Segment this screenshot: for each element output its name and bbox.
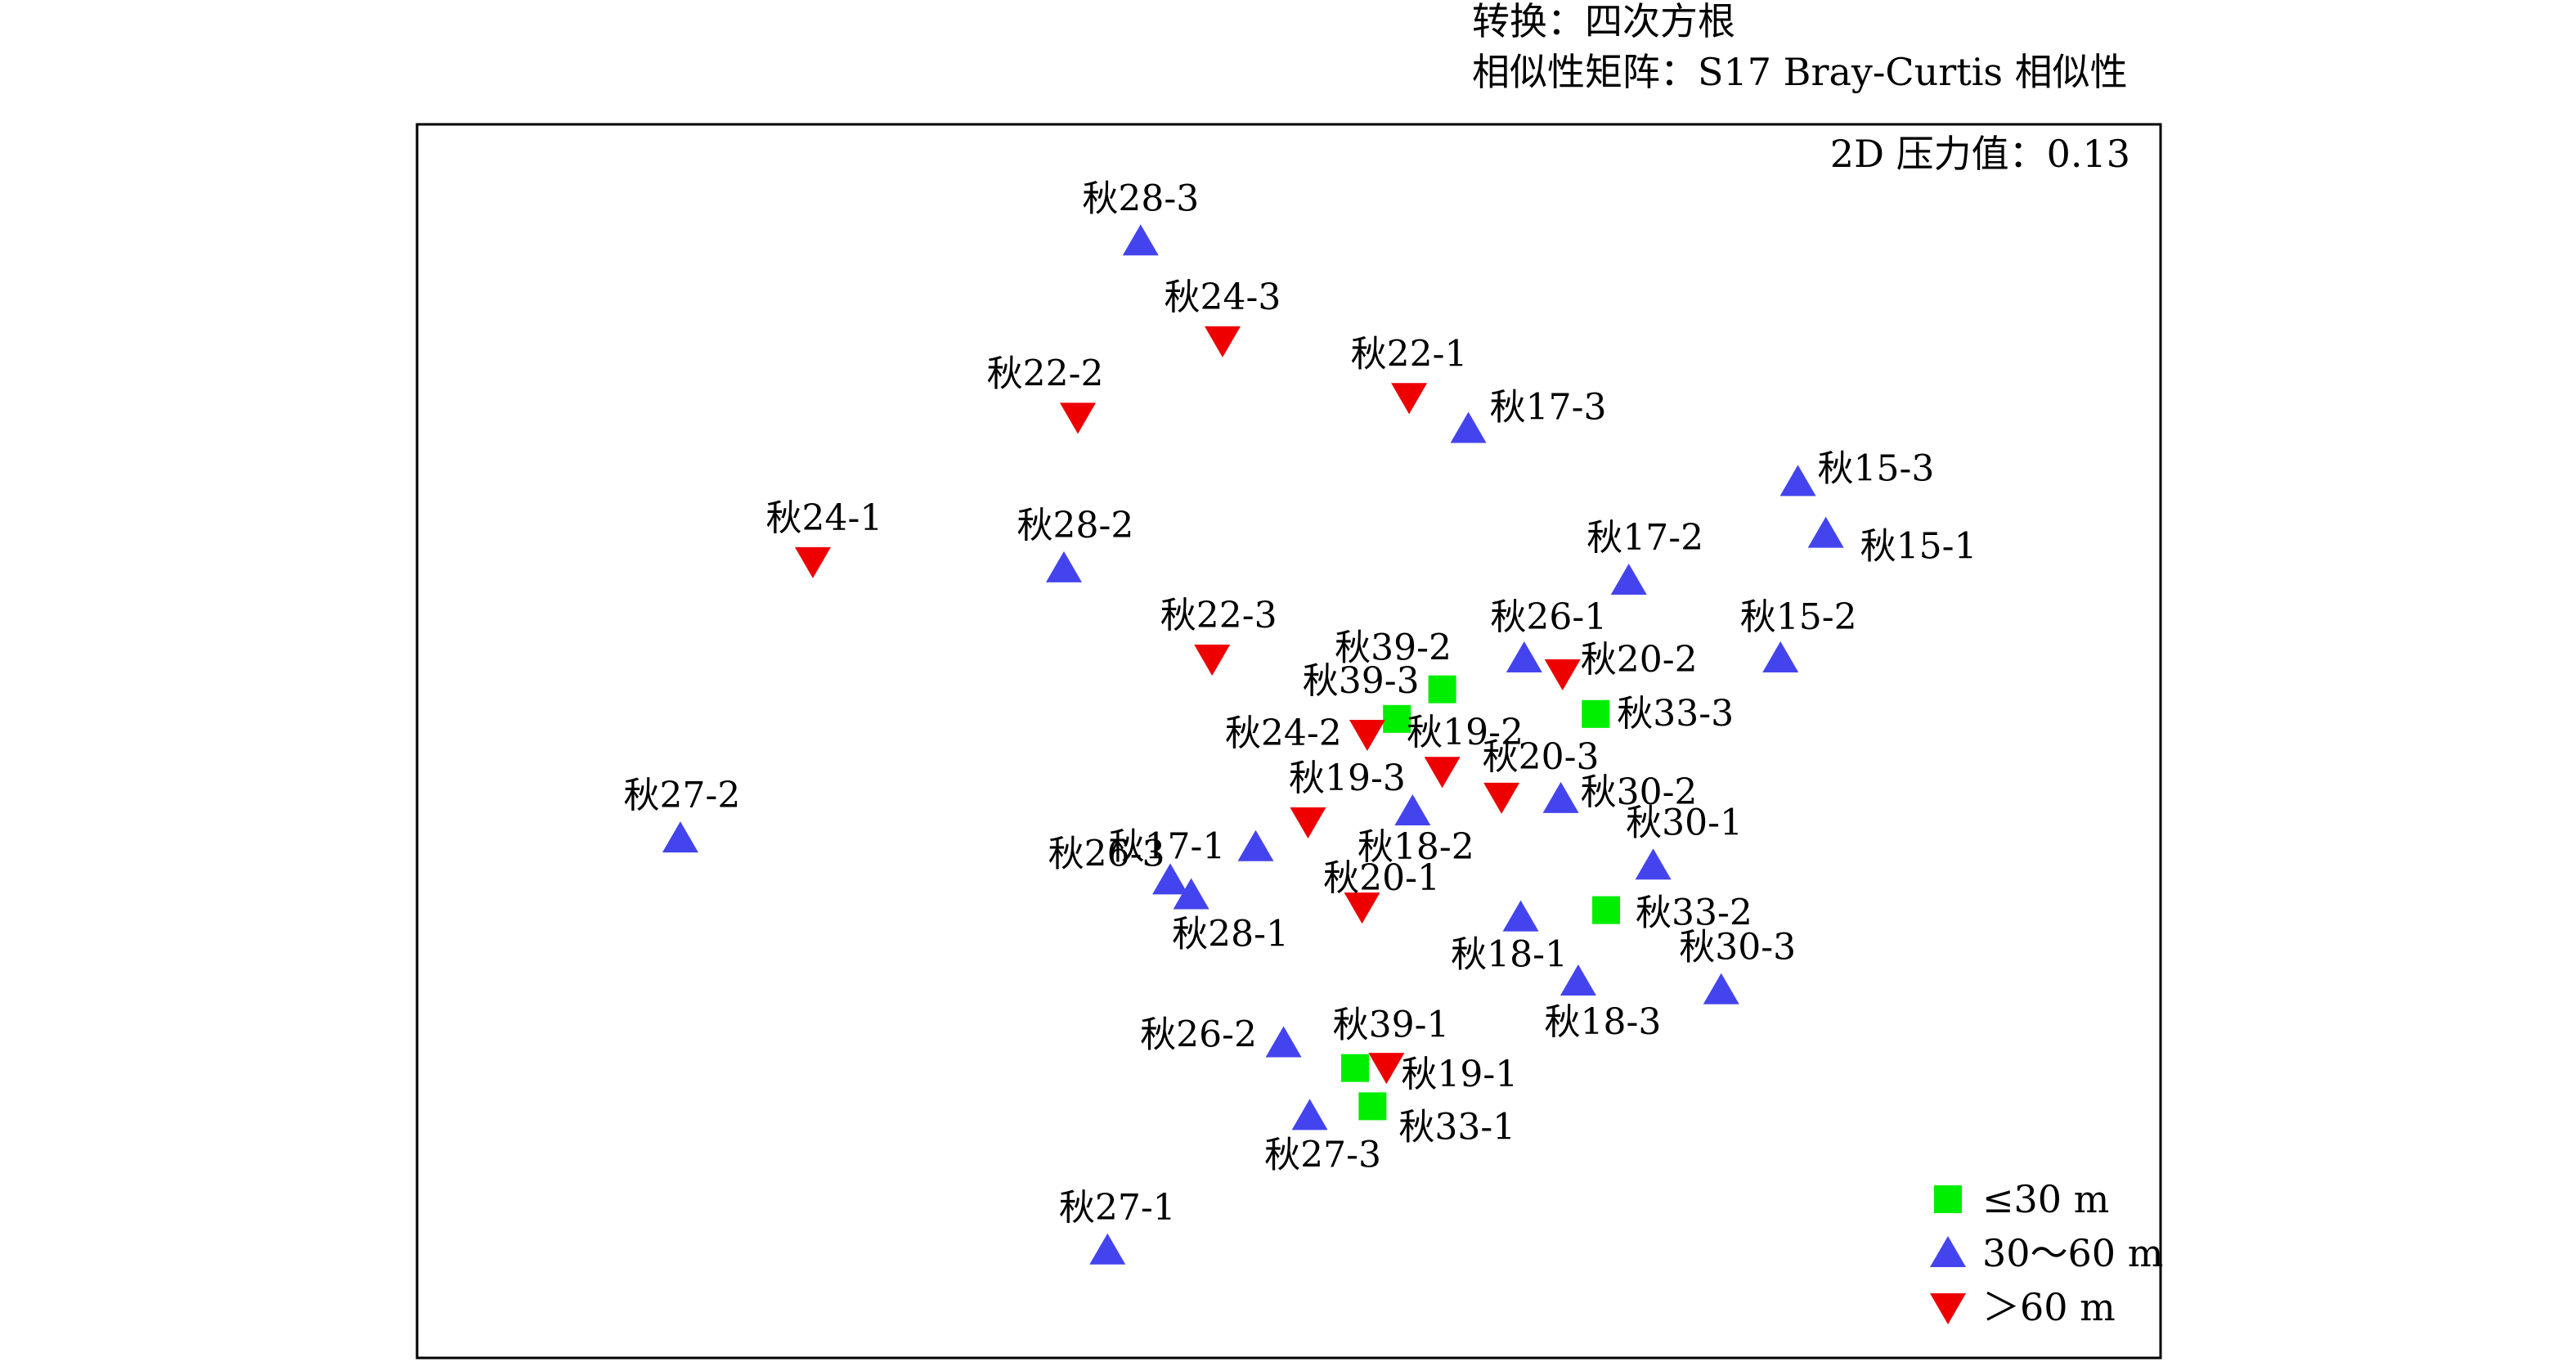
data-point-deep bbox=[1391, 383, 1428, 415]
point-label: 秋33-3 bbox=[1617, 693, 1734, 735]
point-label: 秋30-1 bbox=[1626, 802, 1743, 843]
data-point-mid bbox=[1122, 224, 1159, 256]
data-point-mid bbox=[1045, 551, 1082, 582]
point-label: 秋27-1 bbox=[1059, 1187, 1176, 1229]
data-point-shallow bbox=[1358, 1092, 1387, 1121]
point-label: 秋17-2 bbox=[1586, 517, 1703, 559]
legend-marker-mid bbox=[1930, 1236, 1966, 1267]
data-point-mid bbox=[1762, 641, 1799, 672]
point-label: 秋33-1 bbox=[1398, 1106, 1515, 1148]
point-label: 秋22-2 bbox=[987, 353, 1104, 394]
point-label: 秋39-3 bbox=[1303, 660, 1420, 702]
legend: ≤30 m 30～60 m ＞60 m bbox=[1930, 1177, 2163, 1329]
data-point-shallow bbox=[1341, 1054, 1370, 1082]
point-label: 秋39-2 bbox=[1335, 627, 1452, 669]
point-label: 秋27-3 bbox=[1264, 1134, 1381, 1175]
data-point-mid bbox=[1152, 863, 1189, 895]
point-label: 秋28-3 bbox=[1082, 178, 1199, 219]
data-point-mid bbox=[1089, 1233, 1126, 1265]
data-point-deep bbox=[1204, 326, 1241, 357]
data-point-mid bbox=[1394, 793, 1431, 825]
point-label: 秋19-1 bbox=[1401, 1054, 1518, 1095]
data-point-deep bbox=[1344, 892, 1380, 924]
point-label: 秋19-3 bbox=[1289, 757, 1406, 799]
point-label: 秋28-2 bbox=[1017, 505, 1134, 546]
point-label: 秋26-3 bbox=[1048, 833, 1165, 874]
point-label: 秋20-2 bbox=[1581, 639, 1698, 681]
point-label: 秋15-3 bbox=[1818, 447, 1935, 489]
point-label: 秋15-2 bbox=[1740, 596, 1857, 638]
data-point-shallow bbox=[1592, 896, 1621, 924]
data-point-mid bbox=[1265, 1026, 1302, 1058]
point-label: 秋20-3 bbox=[1483, 736, 1600, 778]
legend-marker-shallow bbox=[1934, 1185, 1962, 1213]
points-layer bbox=[662, 224, 1844, 1265]
point-labels-layer: 秋28-3 秋24-3 秋22-2 秋22-1 秋17-3 秋15-3 秋15-1 秋24-1… bbox=[624, 178, 1977, 1229]
point-label: 秋15-1 bbox=[1860, 526, 1977, 568]
data-point-deep bbox=[794, 546, 831, 578]
data-point-deep bbox=[1290, 807, 1326, 839]
transform-note: 转换：四次方根 bbox=[1472, 0, 1735, 43]
plot-frame bbox=[415, 123, 2162, 1360]
data-point-mid bbox=[1506, 641, 1542, 672]
data-point-mid bbox=[1635, 848, 1672, 880]
point-label: 秋17-1 bbox=[1108, 826, 1225, 868]
legend-label: ＞60 m bbox=[1982, 1285, 2116, 1329]
point-label: 秋24-3 bbox=[1165, 276, 1281, 318]
data-point-deep bbox=[1349, 719, 1385, 751]
point-label: 秋30-3 bbox=[1679, 927, 1796, 969]
data-point-mid bbox=[1450, 411, 1487, 443]
legend-marker-deep bbox=[1930, 1293, 1966, 1324]
point-label: 秋33-2 bbox=[1636, 892, 1752, 934]
data-point-deep bbox=[1060, 402, 1097, 434]
point-label: 秋28-1 bbox=[1172, 914, 1289, 955]
data-point-mid bbox=[1807, 516, 1844, 548]
data-point-shallow bbox=[1582, 699, 1610, 728]
point-label: 秋39-1 bbox=[1333, 1005, 1450, 1046]
data-point-mid bbox=[1560, 964, 1596, 996]
data-point-mid bbox=[1610, 563, 1647, 595]
data-point-shallow bbox=[1383, 704, 1411, 733]
point-label: 秋24-1 bbox=[766, 497, 883, 539]
point-label: 秋22-3 bbox=[1160, 595, 1277, 636]
data-point-mid bbox=[1703, 973, 1739, 1005]
data-point-mid bbox=[1237, 829, 1274, 861]
point-label: 秋18-2 bbox=[1358, 826, 1474, 868]
data-point-shallow bbox=[1428, 675, 1456, 703]
point-label: 秋18-3 bbox=[1544, 1001, 1661, 1043]
data-point-deep bbox=[1368, 1053, 1405, 1085]
data-point-deep bbox=[1544, 659, 1581, 691]
point-label: 秋20-1 bbox=[1323, 857, 1440, 899]
resemblance-note: 相似性矩阵：S17 Bray-Curtis 相似性 bbox=[1472, 50, 2128, 94]
legend-label: ≤30 m bbox=[1982, 1177, 2109, 1221]
point-label: 秋19-2 bbox=[1407, 712, 1524, 753]
stress-value: 2D 压力值：0.13 bbox=[1830, 132, 2130, 176]
legend-label: 30～60 m bbox=[1982, 1231, 2163, 1275]
point-label: 秋18-1 bbox=[1451, 934, 1568, 976]
point-label: 秋24-2 bbox=[1225, 712, 1342, 754]
point-label: 秋22-1 bbox=[1351, 333, 1468, 375]
data-point-mid bbox=[1173, 878, 1209, 910]
point-label: 秋26-1 bbox=[1490, 596, 1607, 638]
data-point-mid bbox=[1291, 1099, 1328, 1131]
data-point-deep bbox=[1424, 757, 1461, 789]
point-label: 秋30-2 bbox=[1581, 771, 1698, 813]
point-label: 秋26-2 bbox=[1140, 1014, 1257, 1055]
data-point-deep bbox=[1483, 782, 1520, 814]
point-label: 秋27-2 bbox=[624, 775, 741, 816]
data-point-mid bbox=[1502, 900, 1539, 932]
point-label: 秋17-3 bbox=[1490, 386, 1607, 428]
data-point-mid bbox=[662, 821, 698, 853]
data-point-mid bbox=[1542, 781, 1579, 813]
data-point-mid bbox=[1779, 465, 1816, 497]
data-point-deep bbox=[1194, 644, 1231, 676]
